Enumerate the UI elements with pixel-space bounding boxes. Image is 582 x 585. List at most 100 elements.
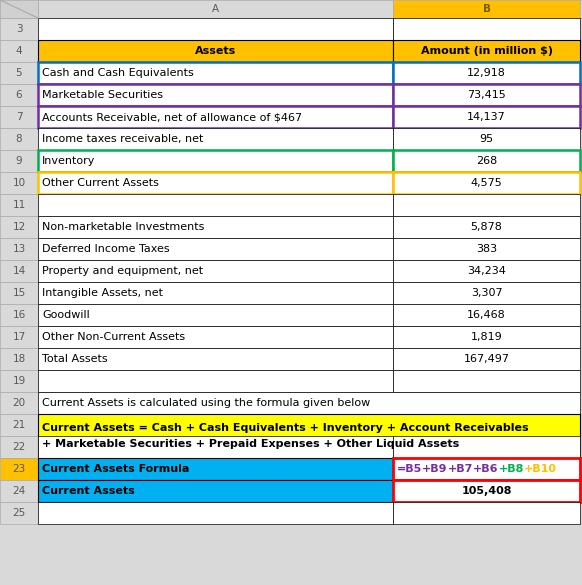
- Bar: [38, 238, 393, 260]
- Text: 17: 17: [12, 332, 26, 342]
- Bar: [38, 348, 393, 370]
- Text: 22: 22: [12, 442, 26, 452]
- Text: Amount (in million $): Amount (in million $): [421, 46, 552, 56]
- Text: 3,307: 3,307: [471, 288, 502, 298]
- Text: 24: 24: [12, 486, 26, 496]
- Text: 15: 15: [12, 288, 26, 298]
- Bar: [0, 62, 38, 84]
- Bar: [38, 194, 393, 216]
- Text: Marketable Securities: Marketable Securities: [42, 90, 163, 100]
- Text: +B6: +B6: [473, 464, 499, 474]
- Text: +B7: +B7: [448, 464, 473, 474]
- Text: 5,878: 5,878: [471, 222, 502, 232]
- Bar: [0, 392, 38, 414]
- Text: Non-marketable Investments: Non-marketable Investments: [42, 222, 204, 232]
- Text: Cash and Cash Equivalents: Cash and Cash Equivalents: [42, 68, 194, 78]
- Text: 73,415: 73,415: [467, 90, 506, 100]
- Bar: [393, 502, 580, 524]
- Bar: [38, 106, 393, 128]
- Text: Total Assets: Total Assets: [42, 354, 108, 364]
- Bar: [0, 458, 38, 480]
- Text: 6: 6: [16, 90, 22, 100]
- Bar: [38, 480, 393, 502]
- Bar: [38, 18, 393, 40]
- Bar: [393, 62, 580, 84]
- Bar: [38, 172, 393, 194]
- Text: 18: 18: [12, 354, 26, 364]
- Bar: [0, 370, 38, 392]
- Text: Assets: Assets: [195, 46, 236, 56]
- Bar: [393, 282, 580, 304]
- Text: 95: 95: [480, 134, 494, 144]
- Bar: [0, 502, 38, 524]
- Text: =B5: =B5: [397, 464, 423, 474]
- Bar: [38, 0, 393, 18]
- Text: 8: 8: [16, 134, 22, 144]
- Bar: [38, 40, 393, 62]
- Bar: [393, 106, 580, 128]
- Bar: [38, 84, 393, 106]
- Text: Current Assets Formula: Current Assets Formula: [42, 464, 189, 474]
- Text: 5: 5: [16, 68, 22, 78]
- Bar: [38, 436, 393, 458]
- Bar: [0, 40, 38, 62]
- Bar: [0, 260, 38, 282]
- Bar: [393, 458, 580, 480]
- Bar: [393, 326, 580, 348]
- Bar: [393, 128, 580, 150]
- Bar: [393, 0, 580, 18]
- Bar: [0, 0, 38, 18]
- Text: C: C: [581, 4, 582, 14]
- Bar: [0, 106, 38, 128]
- Bar: [38, 260, 393, 282]
- Text: Current Assets = Cash + Cash Equivalents + Inventory + Account Receivables: Current Assets = Cash + Cash Equivalents…: [42, 422, 528, 433]
- Text: +B10: +B10: [524, 464, 557, 474]
- Text: 20: 20: [12, 398, 26, 408]
- Bar: [38, 370, 393, 392]
- Text: Other Non-Current Assets: Other Non-Current Assets: [42, 332, 185, 342]
- Bar: [38, 62, 393, 84]
- Bar: [393, 370, 580, 392]
- Bar: [393, 40, 580, 62]
- Bar: [38, 282, 393, 304]
- Text: 167,497: 167,497: [463, 354, 509, 364]
- Text: 12: 12: [12, 222, 26, 232]
- Text: Income taxes receivable, net: Income taxes receivable, net: [42, 134, 203, 144]
- Bar: [0, 326, 38, 348]
- Bar: [393, 194, 580, 216]
- Text: 16,468: 16,468: [467, 310, 506, 320]
- Text: Goodwill: Goodwill: [42, 310, 90, 320]
- Bar: [393, 216, 580, 238]
- Bar: [0, 414, 38, 436]
- Text: 383: 383: [476, 244, 497, 254]
- Bar: [0, 84, 38, 106]
- Bar: [393, 436, 580, 458]
- Text: B: B: [482, 4, 491, 14]
- Bar: [38, 414, 580, 458]
- Text: 268: 268: [476, 156, 497, 166]
- Bar: [0, 282, 38, 304]
- Bar: [38, 216, 393, 238]
- Text: 16: 16: [12, 310, 26, 320]
- Bar: [0, 172, 38, 194]
- Bar: [38, 502, 393, 524]
- Bar: [393, 84, 580, 106]
- Bar: [0, 304, 38, 326]
- Text: A: A: [212, 4, 219, 14]
- Text: 14,137: 14,137: [467, 112, 506, 122]
- Text: 11: 11: [12, 200, 26, 210]
- Bar: [393, 260, 580, 282]
- Bar: [0, 150, 38, 172]
- Text: 19: 19: [12, 376, 26, 386]
- Text: Current Assets is calculated using the formula given below: Current Assets is calculated using the f…: [42, 398, 370, 408]
- Bar: [0, 18, 38, 40]
- Bar: [0, 238, 38, 260]
- Text: Inventory: Inventory: [42, 156, 95, 166]
- Text: + Marketable Securities + Prepaid Expenses + Other Liquid Assets: + Marketable Securities + Prepaid Expens…: [42, 439, 459, 449]
- Text: 7: 7: [16, 112, 22, 122]
- Bar: [0, 348, 38, 370]
- Text: Other Current Assets: Other Current Assets: [42, 178, 159, 188]
- Text: 105,408: 105,408: [462, 486, 512, 496]
- Text: 25: 25: [12, 508, 26, 518]
- Text: 10: 10: [12, 178, 26, 188]
